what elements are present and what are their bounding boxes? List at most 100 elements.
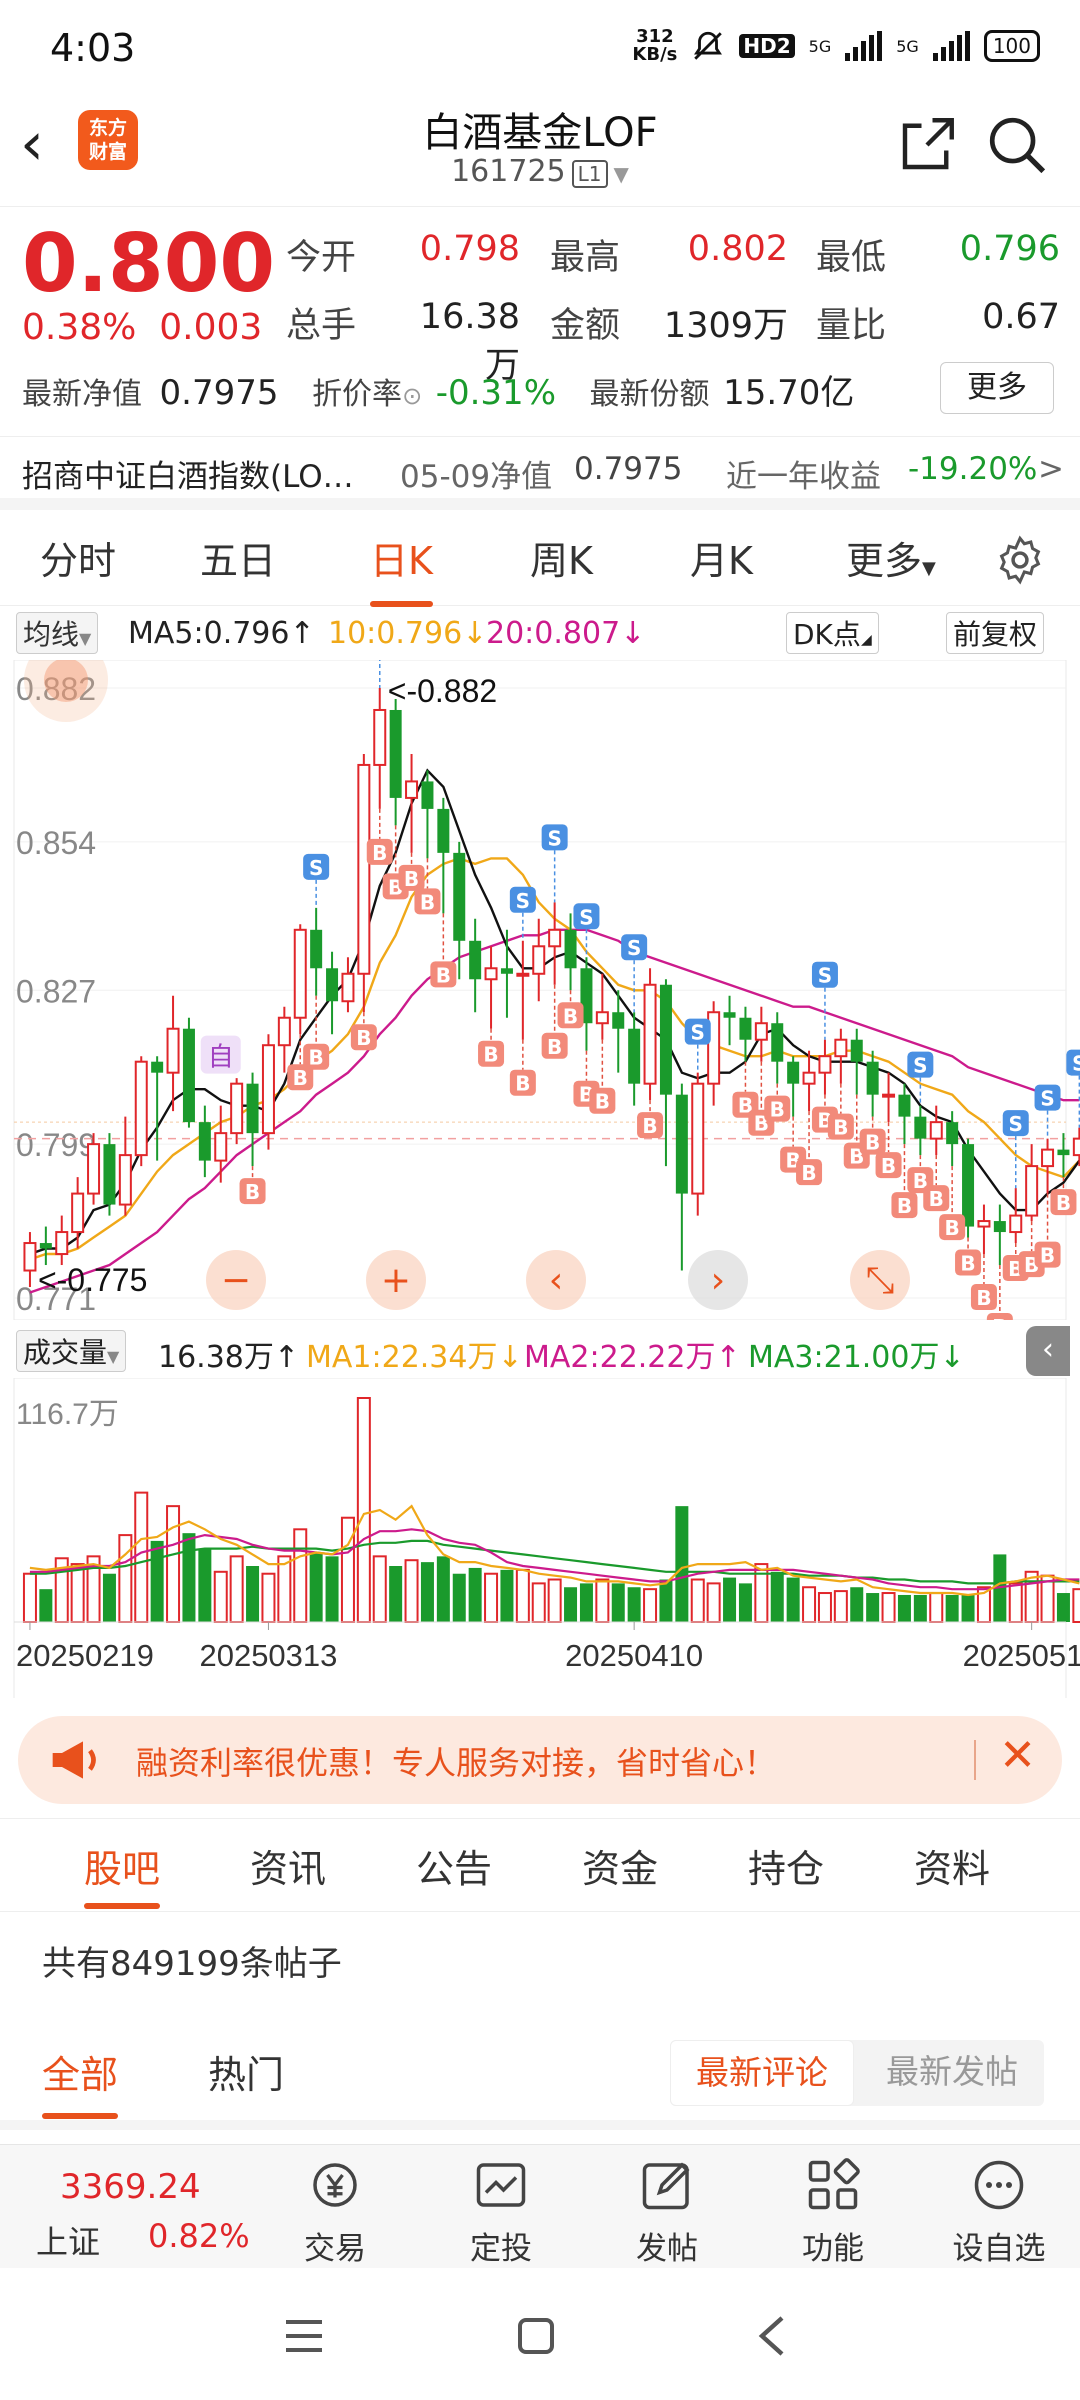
- page-title: 白酒基金LOF: [422, 110, 658, 156]
- tab-news[interactable]: 资讯: [250, 1847, 327, 1891]
- filter-hot[interactable]: 热门: [208, 2053, 285, 2097]
- pan-right-icon-bg: [688, 1250, 748, 1310]
- sort-latest-post[interactable]: 最新发帖: [886, 2052, 1018, 2091]
- sip-button[interactable]: 定投: [446, 2155, 556, 2268]
- stat-label: 最高: [550, 238, 621, 278]
- volume-chart[interactable]: 116.7万 20250219 20250313 20250410 20250512: [0, 1378, 1080, 1698]
- sort-latest-comment[interactable]: 最新评论: [670, 2040, 854, 2106]
- volume-bar-up: [372, 1555, 387, 1624]
- zoom-in-icon[interactable]: +: [366, 1250, 426, 1310]
- candle-up: [484, 967, 498, 981]
- tab-minute[interactable]: 分时: [40, 539, 117, 583]
- volume-bar-up: [166, 1505, 181, 1623]
- volume-bar-up: [833, 1590, 848, 1624]
- b-mark-label: B: [372, 841, 387, 865]
- b-mark-label: B: [881, 1154, 896, 1178]
- info-icon[interactable]: ⊙: [402, 382, 423, 410]
- b-mark: [478, 1040, 505, 1067]
- battery-icon: 100: [983, 30, 1040, 62]
- ma10-label: 10:0.796↓: [328, 616, 488, 651]
- trade-button[interactable]: 交易: [280, 2155, 390, 2268]
- tab-guba[interactable]: 股吧: [84, 1838, 161, 1909]
- candle-up: [341, 972, 355, 1003]
- zoom-out-icon[interactable]: −: [206, 1250, 266, 1310]
- volume-indicator-select[interactable]: 成交量▼: [16, 1330, 127, 1372]
- volume-bar-down: [452, 1573, 466, 1622]
- clock: 4:03: [50, 26, 136, 70]
- tab-funds[interactable]: 资金: [582, 1847, 659, 1891]
- vol-ma2-line: [29, 1528, 1080, 1591]
- gear-icon[interactable]: [994, 534, 1046, 586]
- sh-index-value[interactable]: 3369.24: [60, 2167, 201, 2207]
- candle-down: [39, 1243, 52, 1249]
- pan-right-icon[interactable]: ›: [688, 1250, 748, 1310]
- s-mark-label: S: [1040, 1087, 1054, 1111]
- fullscreen-icon[interactable]: ⤡: [850, 1250, 910, 1310]
- banner-close-icon[interactable]: ✕: [999, 1730, 1036, 1781]
- app-logo: 东方 财富: [78, 110, 138, 170]
- stat-label: 最低: [816, 238, 887, 278]
- y-tick-label: 0.882: [16, 671, 96, 707]
- volume-bar-down: [468, 1567, 482, 1622]
- add-watchlist-button[interactable]: 设自选: [944, 2155, 1054, 2268]
- b-mark: [875, 1152, 902, 1179]
- fund-code[interactable]: 161725 L1 ▼: [451, 154, 629, 189]
- dk-point-select[interactable]: DK点◢: [786, 612, 879, 654]
- tab-announcement[interactable]: 公告: [416, 1847, 493, 1891]
- candle-up: [1072, 1137, 1080, 1157]
- tab-more[interactable]: 更多▼: [846, 539, 936, 583]
- s-mark: [1002, 1110, 1029, 1137]
- b-mark: [1034, 1241, 1061, 1268]
- indicator-select[interactable]: 均线▼: [16, 612, 99, 654]
- tab-daily-k[interactable]: 日K: [370, 530, 433, 607]
- quote-panel: 0.800 0.38% 0.003 今开 0.798 最高 0.802 最低 0.796 总…: [0, 206, 1080, 436]
- b-mark: [923, 1185, 950, 1212]
- function-button[interactable]: 功能: [778, 2155, 888, 2268]
- more-button[interactable]: 更多: [940, 362, 1054, 414]
- promo-banner[interactable]: 融资利率很优惠！专人服务对接，省时省心！ ✕: [18, 1716, 1062, 1804]
- volume-bar-down: [198, 1548, 212, 1622]
- b-mark: [414, 888, 441, 915]
- collapse-arrow-icon[interactable]: ‹: [1026, 1326, 1070, 1376]
- adjust-select[interactable]: 前复权: [946, 612, 1045, 654]
- volume-bar-up: [817, 1592, 832, 1624]
- y-tick-label: 0.799: [16, 1127, 96, 1163]
- tab-5day[interactable]: 五日: [200, 539, 277, 583]
- fullscreen-icon-glyph: ⤡: [866, 1260, 895, 1301]
- back-nav-icon[interactable]: [752, 2312, 792, 2360]
- pan-left-icon[interactable]: ‹: [526, 1250, 586, 1310]
- tab-holdings[interactable]: 持仓: [748, 1847, 825, 1891]
- menu-icon[interactable]: [282, 2316, 326, 2356]
- s-mark-label: S: [691, 1021, 705, 1045]
- signal-icon: [845, 31, 883, 61]
- b-mark-label: B: [356, 1026, 371, 1050]
- stat-value: 16.38万: [419, 297, 520, 386]
- tab-profile[interactable]: 资料: [914, 1847, 991, 1891]
- volume-bar-down: [325, 1556, 339, 1622]
- tab-weekly-k[interactable]: 周K: [530, 539, 593, 583]
- tracking-index-row[interactable]: 招商中证白酒指数(LO… 05-09净值 0.7975 近一年收益 -19.20…: [0, 436, 1080, 510]
- b-mark: [986, 1313, 1013, 1320]
- volume-bar-down: [675, 1506, 689, 1622]
- volume-bar-up: [547, 1578, 562, 1623]
- posts-count: 共有849199条帖子: [42, 1944, 342, 1984]
- volume-value: 16.38万↑: [158, 1340, 300, 1375]
- tab-monthly-k[interactable]: 月K: [690, 539, 753, 583]
- trade-icon: [313, 2163, 357, 2207]
- post-button[interactable]: 发帖: [612, 2155, 722, 2268]
- s-mark-label: S: [516, 889, 530, 913]
- candle-down: [612, 1012, 625, 1029]
- filter-all[interactable]: 全部: [42, 2044, 119, 2119]
- sort-toggle: 最新评论 最新发帖: [670, 2040, 1044, 2106]
- search-icon[interactable]: [982, 110, 1052, 180]
- post-filter: 全部 热门 最新评论 最新发帖: [0, 2030, 1080, 2130]
- back-button[interactable]: ‹: [20, 109, 44, 179]
- s-mark-label: S: [913, 1054, 927, 1078]
- b-mark: [398, 864, 425, 891]
- share-icon[interactable]: [894, 112, 960, 178]
- ma-legend: 均线▼ MA5:0.796↑ 10:0.796↓ 20:0.807↓ DK点◢ …: [0, 606, 1080, 660]
- home-icon[interactable]: [514, 2314, 558, 2358]
- volume-bar-up: [277, 1555, 292, 1624]
- candle-down: [326, 968, 339, 1002]
